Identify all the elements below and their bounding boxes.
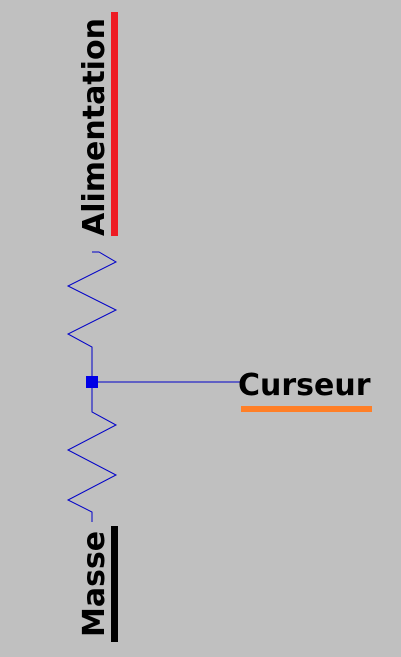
lower-resistor [66,380,118,522]
junction-node [86,376,98,388]
supply-label-underline [111,12,118,236]
wiper-label-underline [241,406,372,412]
wiper-label: Curseur [238,368,371,403]
ground-label-underline [111,526,118,642]
supply-label: Alimentation [77,18,112,236]
ground-label: Masse [77,531,112,637]
upper-resistor [66,251,118,380]
